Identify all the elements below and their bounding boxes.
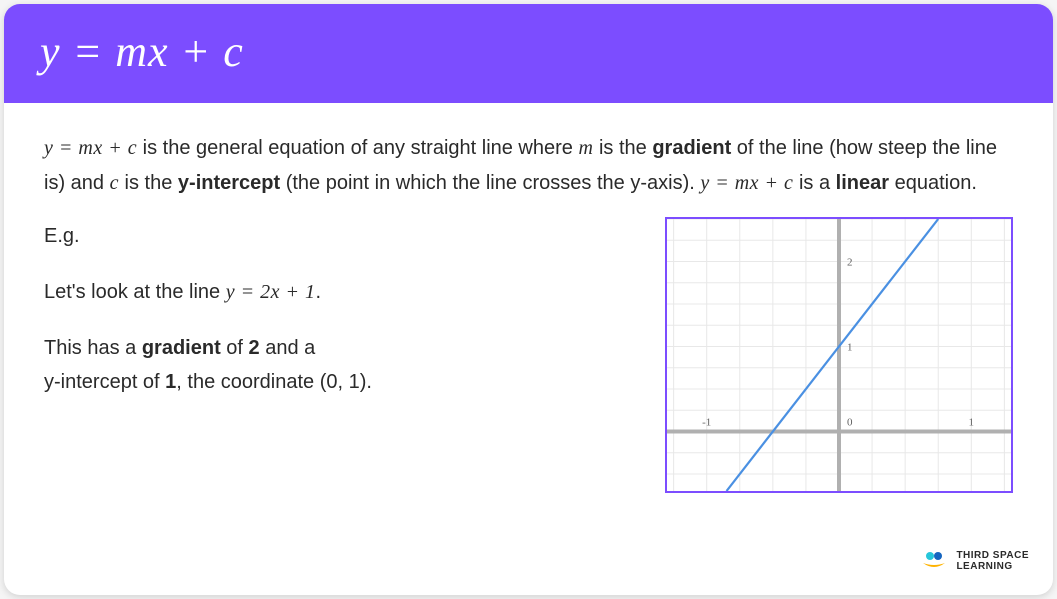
svg-text:1: 1 (969, 417, 975, 429)
text: (the point in which the line crosses the… (280, 172, 700, 194)
intro-paragraph: y = mx + c is the general equation of an… (44, 131, 1013, 201)
text: and a (260, 337, 316, 359)
example-equation: y = 2x + 1 (226, 281, 316, 303)
chart-svg: -1 0 1 1 2 (667, 219, 1011, 491)
text: . (315, 281, 321, 303)
svg-text:2: 2 (847, 257, 853, 269)
header-equation: y = mx + c (40, 26, 1017, 77)
bold-one: 1 (165, 371, 176, 393)
example-line-1: Let's look at the line y = 2x + 1. (44, 275, 633, 309)
line-chart: -1 0 1 1 2 (665, 217, 1013, 493)
card-header: y = mx + c (4, 4, 1053, 103)
text: y-intercept of (44, 371, 165, 393)
text: , the coordinate (0, 1). (176, 371, 372, 393)
logo-line-1: THIRD SPACE (956, 550, 1029, 562)
bold-yintercept: y-intercept (178, 172, 280, 194)
inline-variable-c: c (110, 172, 119, 194)
text: is the general equation of any straight … (137, 137, 578, 159)
text: is the (593, 137, 652, 159)
text: is the (119, 172, 178, 194)
example-text: E.g. Let's look at the line y = 2x + 1. … (44, 217, 641, 399)
logo-line-2: LEARNING (956, 561, 1029, 573)
svg-text:-1: -1 (702, 417, 711, 429)
text: equation. (889, 172, 977, 194)
text: of (221, 337, 249, 359)
lesson-card: y = mx + c y = mx + c is the general equ… (4, 4, 1053, 595)
logo-icon (920, 549, 948, 573)
svg-text:1: 1 (847, 342, 853, 354)
bold-gradient: gradient (142, 337, 221, 359)
lower-row: E.g. Let's look at the line y = 2x + 1. … (44, 217, 1013, 493)
example-line-2: This has a gradient of 2 and a y-interce… (44, 331, 633, 399)
eg-label: E.g. (44, 219, 633, 253)
bold-gradient: gradient (652, 137, 731, 159)
brand-logo: THIRD SPACE LEARNING (920, 549, 1029, 573)
text: This has a (44, 337, 142, 359)
text: Let's look at the line (44, 281, 226, 303)
logo-text: THIRD SPACE LEARNING (956, 550, 1029, 573)
inline-equation: y = mx + c (700, 172, 793, 194)
inline-equation: y = mx + c (44, 137, 137, 159)
svg-text:0: 0 (847, 417, 853, 429)
text: is a (793, 172, 835, 194)
inline-variable-m: m (578, 137, 593, 159)
bold-linear: linear (836, 172, 889, 194)
card-content: y = mx + c is the general equation of an… (4, 103, 1053, 513)
bold-two: 2 (249, 337, 260, 359)
